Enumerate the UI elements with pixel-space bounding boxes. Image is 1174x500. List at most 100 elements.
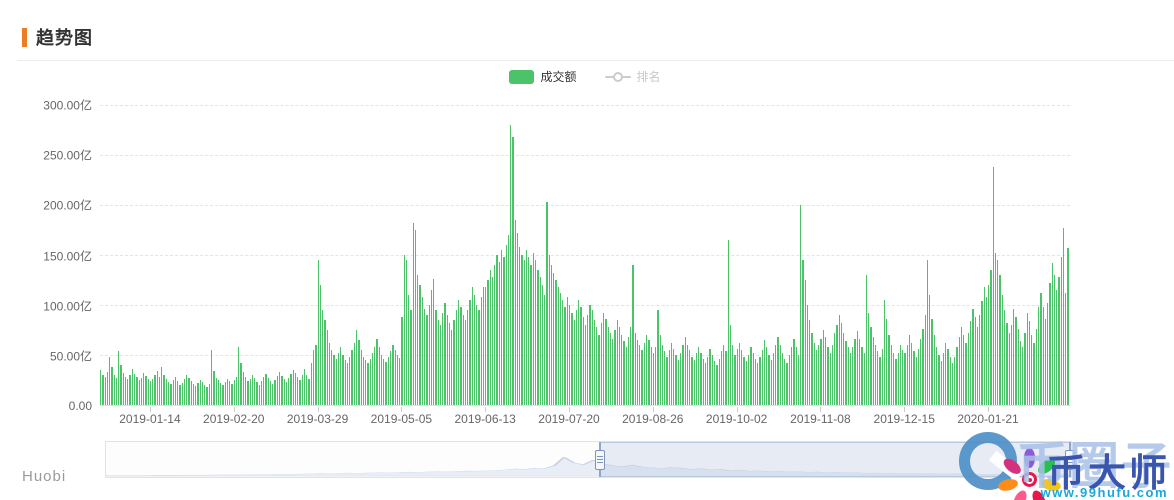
volume-bar — [387, 357, 389, 405]
chart-plot-area[interactable] — [100, 105, 1070, 406]
volume-bar — [913, 351, 915, 405]
datazoom-slider[interactable] — [105, 441, 1075, 478]
volume-bar — [906, 345, 908, 405]
legend-item-volume[interactable]: 成交额 — [509, 68, 577, 85]
volume-bar — [627, 337, 630, 405]
volume-bar — [467, 310, 469, 405]
volume-bar — [963, 335, 965, 405]
volume-bar — [1051, 263, 1053, 405]
watermark-petal — [1039, 477, 1062, 493]
volume-bar — [276, 376, 278, 405]
volume-bar — [646, 335, 648, 405]
volume-bar — [172, 380, 174, 405]
section-header: 趋势图 — [22, 24, 93, 50]
volume-bar — [109, 357, 111, 405]
volume-bar — [639, 345, 641, 405]
volume-bar — [879, 357, 881, 405]
volume-bar — [589, 305, 591, 405]
volume-bar — [752, 353, 754, 405]
volume-bar — [908, 335, 911, 405]
legend-label-rank: 排名 — [636, 70, 661, 84]
volume-bar — [503, 257, 505, 405]
volume-bar — [365, 360, 367, 405]
datazoom-left-handle[interactable] — [595, 442, 606, 477]
volume-bar — [473, 295, 476, 405]
volume-bar — [152, 379, 154, 405]
volume-bar — [417, 275, 419, 405]
volume-bar — [1037, 307, 1040, 405]
volume-bar — [358, 340, 360, 405]
volume-bar — [315, 345, 317, 405]
volume-bar — [251, 375, 254, 405]
volume-bar — [437, 320, 439, 405]
volume-bar — [591, 310, 593, 405]
volume-bar — [104, 377, 106, 405]
volume-bar — [634, 333, 636, 405]
volume-bar — [713, 361, 716, 405]
volume-bar — [936, 347, 938, 405]
volume-bar — [254, 378, 256, 405]
datazoom-window[interactable] — [600, 442, 1071, 477]
volume-bar — [632, 265, 634, 405]
volume-bar — [312, 350, 315, 405]
volume-bar — [1028, 321, 1031, 405]
volume-bar — [419, 285, 421, 405]
chart-legend: 成交额 排名 — [100, 68, 1070, 85]
volume-bar — [800, 205, 802, 405]
volume-bar — [1042, 307, 1044, 405]
volume-bar — [700, 353, 702, 405]
left-handle-grip-icon — [595, 449, 606, 470]
volume-bar — [757, 363, 759, 405]
volume-bar — [344, 360, 346, 405]
volume-bar — [154, 375, 156, 405]
volume-bar — [303, 369, 306, 405]
volume-bar — [970, 321, 972, 405]
volume-bar — [233, 380, 235, 405]
volume-bar — [802, 260, 804, 405]
y-axis-labels: 300.00亿 250.00亿 200.00亿 150.00亿 100.00亿 50.00… — [0, 99, 92, 414]
volume-bar — [829, 353, 831, 405]
volume-bar — [337, 353, 340, 405]
volume-bar — [342, 355, 344, 405]
volume-bar — [444, 303, 446, 405]
volume-bar — [322, 310, 324, 405]
volume-bar — [283, 379, 285, 405]
datazoom-right-handle[interactable] — [1065, 442, 1075, 477]
exchange-source-label: Huobi — [22, 468, 67, 485]
volume-bar — [201, 382, 204, 405]
volume-bar — [568, 305, 571, 405]
volume-bar — [960, 327, 963, 405]
volume-bar — [571, 313, 573, 405]
volume-bar — [1047, 303, 1049, 405]
volume-bar — [566, 297, 568, 405]
volume-bar — [460, 307, 462, 405]
volume-bar — [723, 345, 725, 405]
volume-bar — [666, 357, 668, 405]
volume-bar — [247, 381, 249, 405]
title-accent-bar — [22, 27, 27, 47]
volume-bar — [482, 287, 485, 405]
volume-bar — [648, 340, 650, 405]
volume-bar — [360, 350, 362, 405]
volume-bar — [532, 253, 534, 405]
volume-bar — [847, 347, 849, 405]
legend-item-rank[interactable]: 排名 — [604, 68, 661, 85]
volume-bar — [163, 375, 165, 405]
volume-bar — [317, 260, 319, 405]
volume-bar — [521, 255, 523, 405]
volume-bar — [702, 359, 704, 405]
x-tick-label: 2019-06-13 — [454, 412, 516, 426]
volume-bar — [272, 384, 274, 405]
watermark-petal — [997, 477, 1020, 493]
volume-bar — [689, 350, 691, 405]
watermark-petal — [1010, 488, 1030, 500]
volume-bar — [297, 377, 299, 405]
x-tick-mark — [401, 407, 403, 412]
volume-bar — [288, 378, 290, 405]
volume-bar — [675, 355, 677, 405]
volume-bar — [129, 375, 131, 405]
volume-bar — [455, 310, 457, 405]
gridline — [100, 155, 1070, 156]
volume-bar — [974, 317, 976, 405]
volume-bar — [933, 335, 936, 405]
